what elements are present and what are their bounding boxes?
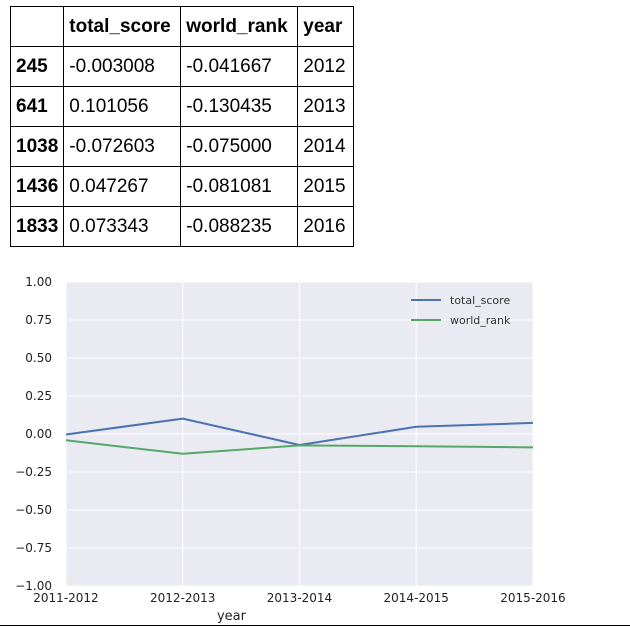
table-row: 641 0.101056 -0.130435 2013 <box>9 86 355 127</box>
table-header-row: total_score world_rank year <box>9 6 355 47</box>
y-tick-label: −0.50 <box>15 503 52 517</box>
row-index: 1436 <box>9 166 65 207</box>
x-tick-label: 2011-2012 <box>33 591 98 605</box>
total-score-cell: 0.073343 <box>63 206 182 247</box>
total-score-cell: -0.072603 <box>63 126 182 167</box>
x-axis-title: year <box>217 609 247 624</box>
total-score-cell: 0.047267 <box>63 166 182 207</box>
dataframe-table: total_score world_rank year 245 -0.00300… <box>9 6 355 247</box>
y-tick-label: 1.00 <box>25 275 52 289</box>
column-header-total-score: total_score <box>63 6 182 47</box>
x-tick-label: 2015-2016 <box>500 591 565 605</box>
row-index: 245 <box>9 46 65 87</box>
table-row: 1038 -0.072603 -0.075000 2014 <box>9 126 355 167</box>
y-tick-label: −0.75 <box>15 541 52 555</box>
y-tick-label: 0.75 <box>25 313 52 327</box>
year-cell: 2016 <box>297 206 355 247</box>
index-header <box>9 6 65 47</box>
row-index: 641 <box>9 86 65 127</box>
legend-label: world_rank <box>450 314 511 327</box>
y-tick-label: 0.25 <box>25 389 52 403</box>
world-rank-cell: -0.088235 <box>180 206 299 247</box>
year-cell: 2012 <box>297 46 355 87</box>
year-cell: 2013 <box>297 86 355 127</box>
row-index: 1038 <box>9 126 65 167</box>
y-tick-label: 0.50 <box>25 351 52 365</box>
table-row: 1833 0.073343 -0.088235 2016 <box>9 206 355 247</box>
total-score-cell: -0.003008 <box>63 46 182 87</box>
bottom-divider <box>0 625 630 626</box>
world-rank-cell: -0.041667 <box>180 46 299 87</box>
y-tick-label: −1.00 <box>15 579 52 593</box>
world-rank-cell: -0.075000 <box>180 126 299 167</box>
world-rank-cell: -0.130435 <box>180 86 299 127</box>
y-tick-label: 0.00 <box>25 427 52 441</box>
row-index: 1833 <box>9 206 65 247</box>
line-chart: 1.00 0.75 0.50 0.25 0.00 −0.25 −0.50 −0.75 −1.00… <box>15 275 565 624</box>
year-cell: 2014 <box>297 126 355 167</box>
world-rank-cell: -0.081081 <box>180 166 299 207</box>
year-cell: 2015 <box>297 166 355 207</box>
table-row: 1436 0.047267 -0.081081 2015 <box>9 166 355 207</box>
x-tick-label: 2013-2014 <box>267 591 332 605</box>
x-tick-label: 2012-2013 <box>150 591 215 605</box>
column-header-year: year <box>297 6 355 47</box>
table-row: 245 -0.003008 -0.041667 2012 <box>9 46 355 87</box>
x-tick-label: 2014-2015 <box>384 591 449 605</box>
legend-label: total_score <box>450 294 510 307</box>
column-header-world-rank: world_rank <box>180 6 299 47</box>
total-score-cell: 0.101056 <box>63 86 182 127</box>
y-tick-label: −0.25 <box>15 465 52 479</box>
